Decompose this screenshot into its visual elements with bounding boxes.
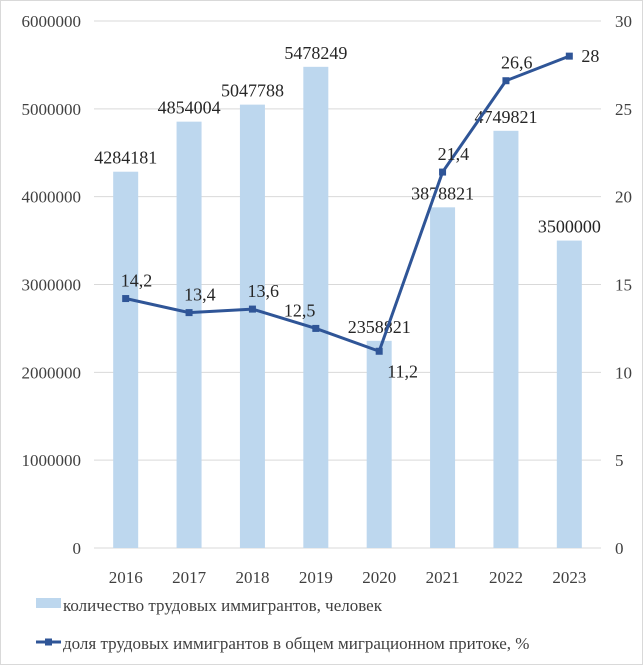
right-tick-label: 20: [615, 188, 632, 207]
line-marker: [502, 77, 510, 85]
bar: [239, 104, 265, 548]
legend-bar-swatch: [36, 598, 61, 608]
line-marker: [375, 347, 383, 355]
left-tick-label: 4000000: [22, 188, 82, 207]
right-tick-label: 0: [615, 539, 624, 558]
x-tick-label: 2016: [109, 568, 143, 587]
legend-line-marker: [45, 638, 52, 646]
line-series: [125, 54, 570, 354]
line-data-label: 21,4: [438, 144, 470, 164]
line-data-label: 28: [581, 46, 599, 66]
bar-data-label: 4854004: [158, 98, 221, 118]
bar: [303, 66, 329, 548]
line-marker: [185, 309, 193, 317]
line-data-label: 13,4: [184, 285, 216, 305]
x-tick-label: 2019: [299, 568, 333, 587]
bar-data-label: 5478249: [284, 43, 347, 63]
left-tick-label: 6000000: [22, 12, 82, 31]
left-tick-label: 2000000: [22, 363, 82, 382]
bar-data-label: 4749821: [474, 107, 537, 127]
left-tick-label: 3000000: [22, 276, 82, 295]
bar: [113, 171, 139, 548]
bar-data-label: 4284181: [94, 148, 157, 168]
line-marker: [565, 52, 573, 60]
x-tick-label: 2020: [362, 568, 396, 587]
bar: [366, 340, 392, 548]
x-tick-label: 2023: [552, 568, 586, 587]
line-marker: [122, 295, 130, 303]
legend-label: количество трудовых иммигрантов, человек: [63, 596, 383, 615]
right-tick-label: 5: [615, 451, 624, 470]
bar-data-label: 3500000: [538, 217, 601, 237]
x-tick-label: 2018: [235, 568, 269, 587]
bar-data-label: 3878821: [411, 183, 474, 203]
x-tick-label: 2021: [426, 568, 460, 587]
x-tick-label: 2022: [489, 568, 523, 587]
bar-data-label: 2358821: [348, 317, 411, 337]
x-tick-label: 2017: [172, 568, 207, 587]
legend-label: доля трудовых иммигрантов в общем миграц…: [63, 634, 529, 653]
bar: [556, 240, 582, 549]
line-data-label: 14,2: [121, 271, 153, 291]
line-marker: [439, 168, 447, 176]
line-data-label: 11,2: [387, 361, 418, 381]
bar-data-label: 5047788: [221, 81, 284, 101]
bar: [493, 130, 519, 549]
right-tick-label: 30: [615, 12, 632, 31]
right-tick-label: 10: [615, 363, 632, 382]
line-data-label: 13,6: [247, 281, 279, 301]
right-tick-label: 25: [615, 100, 632, 119]
right-tick-label: 15: [615, 276, 632, 295]
line-marker: [248, 305, 256, 313]
line-data-label: 12,5: [284, 300, 316, 320]
bar: [176, 121, 202, 548]
left-tick-label: 5000000: [22, 100, 82, 119]
left-tick-label: 1000000: [22, 451, 82, 470]
bar: [430, 207, 456, 548]
line-data-label: 26,6: [501, 53, 533, 73]
left-tick-label: 0: [73, 539, 82, 558]
line-marker: [312, 324, 320, 332]
